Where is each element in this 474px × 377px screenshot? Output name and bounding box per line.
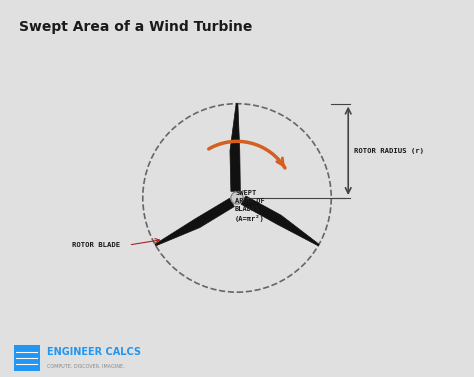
Circle shape — [231, 192, 243, 204]
Text: ENGINEER CALCS: ENGINEER CALCS — [47, 348, 141, 357]
FancyBboxPatch shape — [14, 345, 40, 371]
Text: SWEPT
AREA OF
BLADES
(A=πr²): SWEPT AREA OF BLADES (A=πr²) — [235, 190, 265, 222]
Text: ROTOR BLADE: ROTOR BLADE — [72, 242, 120, 248]
Text: COMPUTE. DISCOVER. IMAGINE.: COMPUTE. DISCOVER. IMAGINE. — [47, 364, 125, 369]
Text: Swept Area of a Wind Turbine: Swept Area of a Wind Turbine — [19, 20, 252, 34]
Polygon shape — [241, 196, 319, 246]
Polygon shape — [230, 104, 240, 192]
Text: ROTOR RADIUS (r): ROTOR RADIUS (r) — [354, 148, 424, 154]
Polygon shape — [155, 198, 234, 246]
